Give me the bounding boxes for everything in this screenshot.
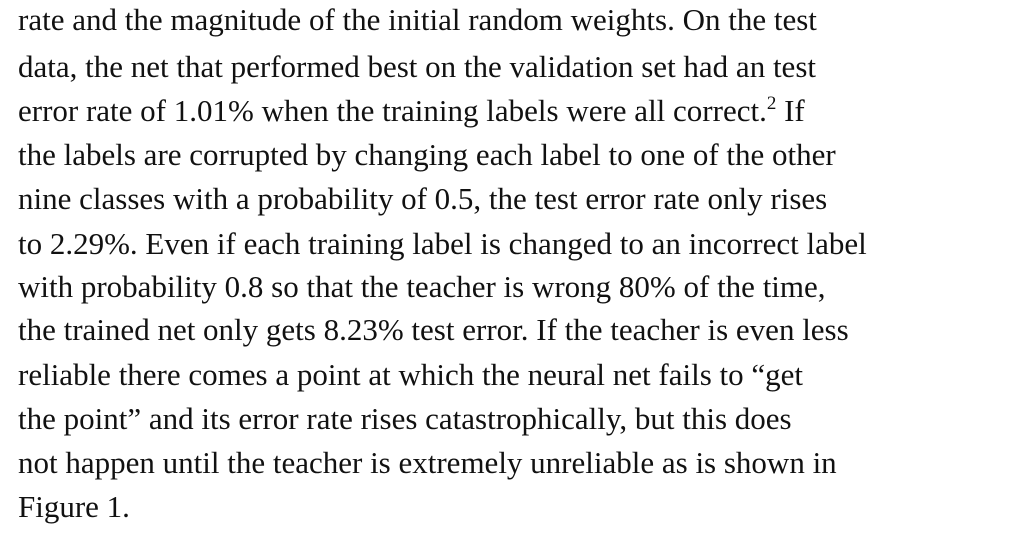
paragraph-line: rate and the magnitude of the initial ra… xyxy=(18,2,817,37)
paragraph-line: to 2.29%. Even if each training label is… xyxy=(18,226,867,261)
paragraph-line: Figure 1. xyxy=(18,489,130,524)
paragraph-line: the trained net only gets 8.23% test err… xyxy=(18,312,849,347)
paragraph-line-with-footnote: error rate of 1.01% when the training la… xyxy=(18,92,805,128)
paragraph-line: the labels are corrupted by changing eac… xyxy=(18,137,836,172)
paragraph-line: nine classes with a probability of 0.5, … xyxy=(18,181,828,216)
paper-page: rate and the magnitude of the initial ra… xyxy=(18,0,1008,536)
paragraph-line: with probability 0.8 so that the teacher… xyxy=(18,269,826,304)
paragraph-line: data, the net that performed best on the… xyxy=(18,49,816,84)
paragraph-line: not happen until the teacher is extremel… xyxy=(18,445,837,480)
paragraph-line: reliable there comes a point at which th… xyxy=(18,357,804,392)
paragraph-line-text: error rate of 1.01% when the training la… xyxy=(18,93,767,128)
footnote-marker[interactable]: 2 xyxy=(766,92,777,114)
paragraph-line: the point” and its error rate rises cata… xyxy=(18,401,792,436)
paragraph-line-tail: If xyxy=(776,93,805,128)
